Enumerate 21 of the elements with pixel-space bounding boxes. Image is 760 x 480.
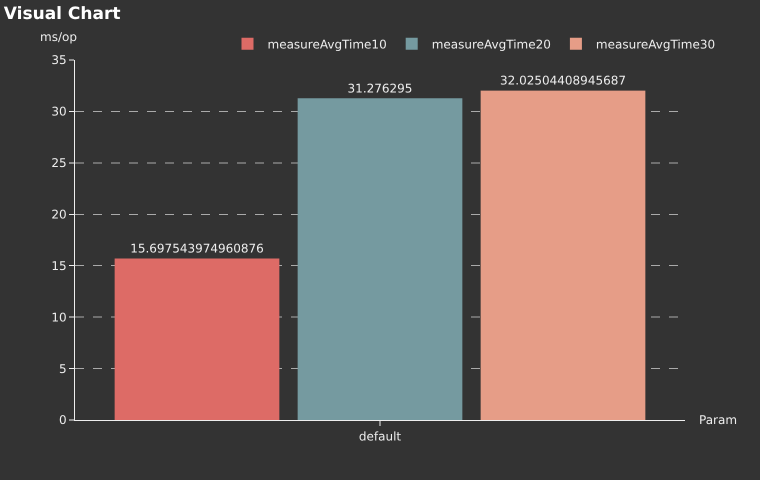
y-tick-label: 25 <box>51 156 67 170</box>
y-tick-label: 0 <box>58 413 67 428</box>
x-axis-title: Param <box>699 413 738 427</box>
y-tick-label: 5 <box>58 362 67 376</box>
y-tick-label: 15 <box>51 258 67 273</box>
bar <box>114 258 280 420</box>
legend-label: measureAvgTime30 <box>596 37 716 52</box>
data-label: 31.276295 <box>348 81 412 96</box>
bar <box>298 98 462 420</box>
y-axis-title: ms/op <box>40 30 77 44</box>
y-tick-label: 10 <box>51 310 67 324</box>
y-tick-label: 20 <box>51 207 67 222</box>
legend-label: measureAvgTime10 <box>268 37 387 52</box>
data-label: 32.02504408945687 <box>500 74 626 88</box>
chart-title: Visual Chart <box>4 4 120 24</box>
y-tick-label: 30 <box>51 104 67 119</box>
data-label: 15.697543974960876 <box>130 242 264 256</box>
x-tick-label: default <box>358 429 402 444</box>
bar <box>480 90 646 420</box>
legend-label: measureAvgTime20 <box>432 37 551 52</box>
y-tick-label: 35 <box>51 53 67 68</box>
